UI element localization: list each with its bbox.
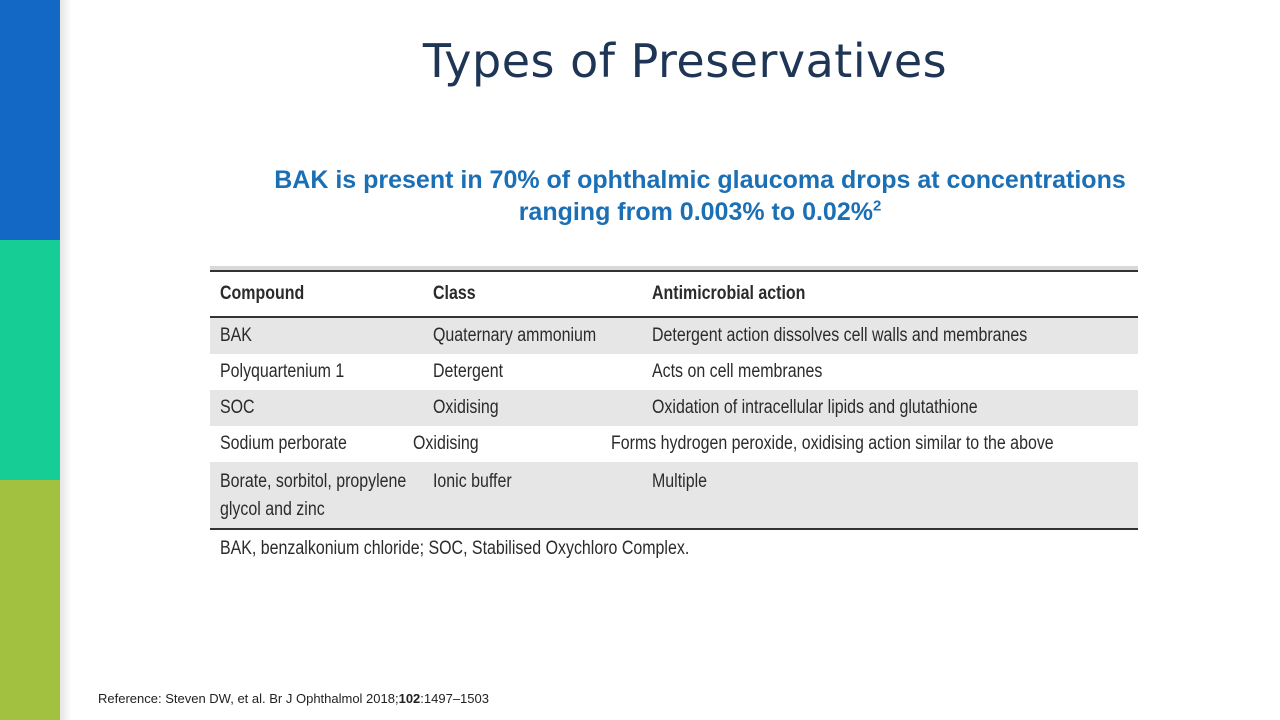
table-row: BAK Quaternary ammonium Detergent action… (210, 318, 1138, 354)
accent-bar-shadow (60, 0, 72, 720)
slide-title: Types of Preservatives (422, 34, 948, 88)
cell-compound: BAK (220, 325, 252, 346)
header-antimicrobial-action: Antimicrobial action (652, 283, 806, 304)
cell-action: Oxidation of intracellular lipids and gl… (652, 397, 978, 418)
table-header-row: Compound Class Antimicrobial action (210, 272, 1138, 316)
cell-class: Ionic buffer (433, 471, 512, 492)
subtitle-line-1: BAK is present in 70% of ophthalmic glau… (274, 166, 1126, 194)
table-row: SOC Oxidising Oxidation of intracellular… (210, 390, 1138, 426)
reference-citation: Reference: Steven DW, et al. Br J Ophtha… (98, 691, 489, 706)
cell-action: Forms hydrogen peroxide, oxidising actio… (611, 433, 1054, 454)
slide-subtitle: BAK is present in 70% of ophthalmic glau… (230, 164, 1170, 228)
preservatives-table: Compound Class Antimicrobial action BAK … (210, 266, 1138, 560)
cell-compound: Sodium perborate (220, 433, 347, 454)
cell-class: Oxidising (412, 433, 479, 454)
cell-compound: Polyquartenium 1 (220, 361, 345, 382)
cell-action: Acts on cell membranes (652, 361, 823, 382)
cell-action: Multiple (652, 471, 708, 492)
cell-class: Oxidising (433, 397, 499, 418)
header-compound: Compound (220, 283, 305, 304)
subtitle-footnote-marker: 2 (872, 197, 882, 215)
table-row: Borate, sorbitol, propylene glycol and z… (210, 462, 1138, 528)
cell-action: Detergent action dissolves cell walls an… (652, 325, 1028, 346)
table-top-cut-line (210, 266, 1138, 270)
subtitle-line-2-text: ranging from 0.003% to 0.02% (518, 198, 873, 226)
table-row: Sodium perborate Oxidising Forms hydroge… (210, 426, 1138, 462)
table-row: Polyquartenium 1 Detergent Acts on cell … (210, 354, 1138, 390)
accent-bar-blue (0, 0, 60, 240)
header-class: Class (433, 283, 476, 304)
table-top-rule (210, 270, 1138, 272)
table-bottom-rule (210, 528, 1138, 530)
cell-class: Detergent (433, 361, 504, 382)
cell-compound: SOC (220, 397, 255, 418)
cell-compound: Borate, sorbitol, propylene glycol and z… (220, 471, 407, 520)
subtitle-line-2: ranging from 0.003% to 0.02%2 (230, 196, 1170, 228)
table-footnote: BAK, benzalkonium chloride; SOC, Stabili… (220, 538, 690, 559)
accent-bar-teal (0, 240, 60, 480)
accent-bar-green (0, 480, 60, 720)
reference-volume: 102 (398, 691, 421, 706)
table-header-rule (210, 316, 1138, 318)
cell-class: Quaternary ammonium (433, 325, 597, 346)
